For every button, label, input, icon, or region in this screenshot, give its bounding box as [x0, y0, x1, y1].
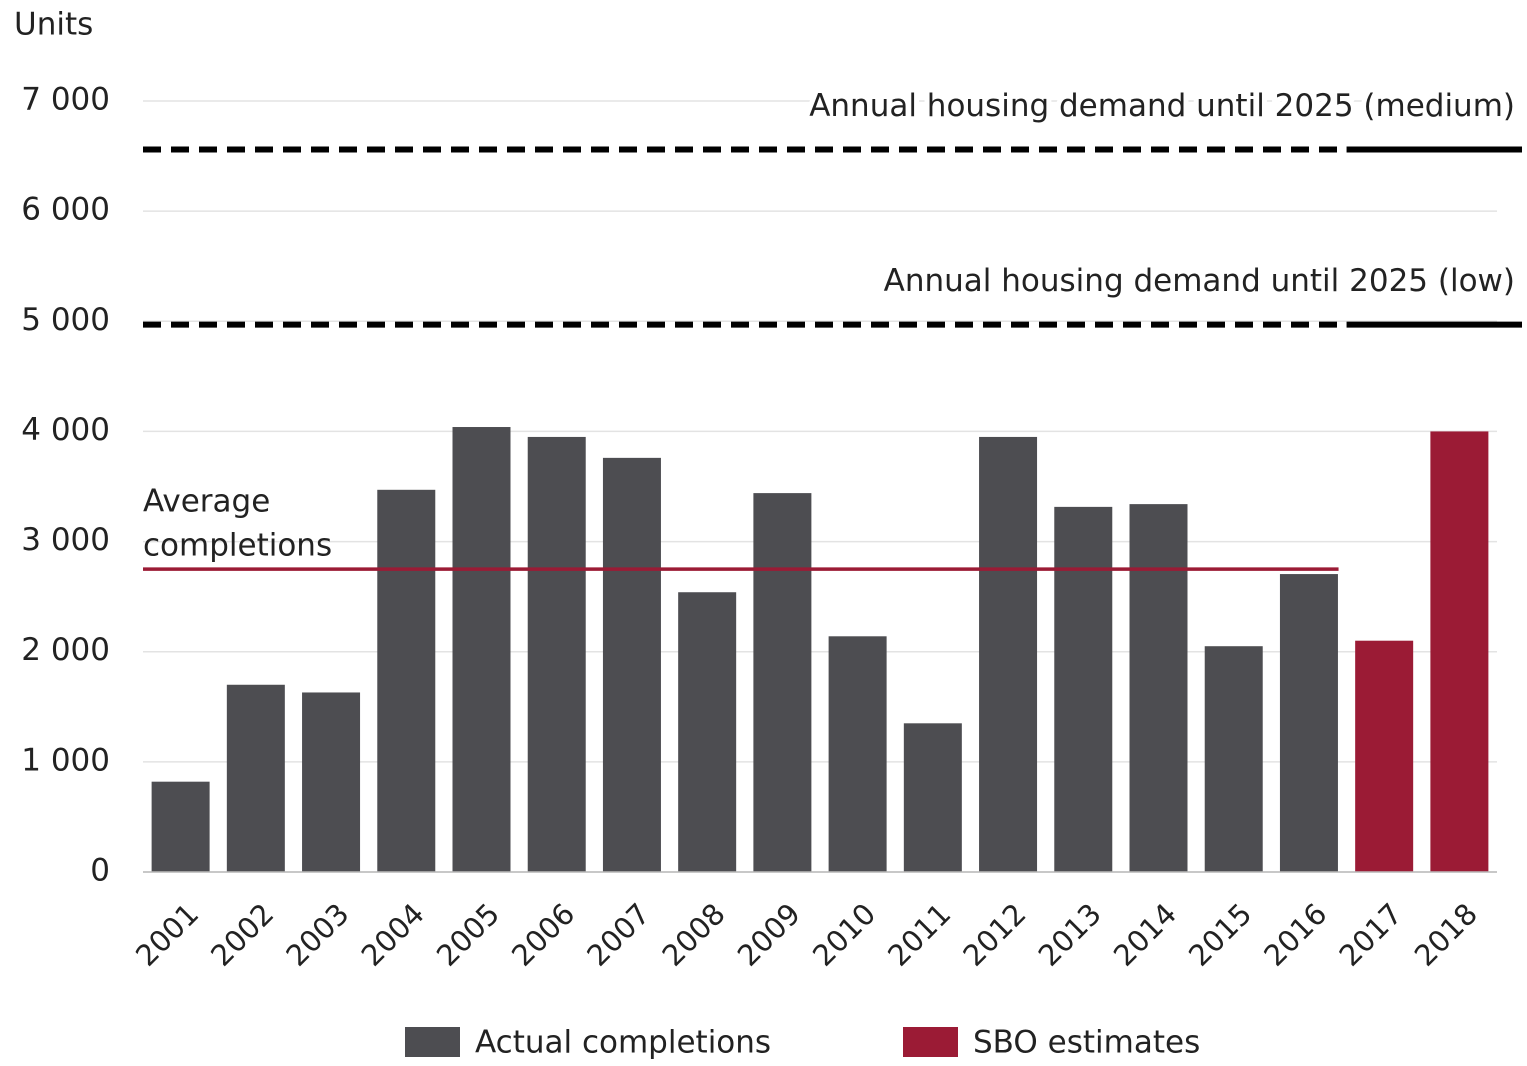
average-label: Average — [143, 484, 270, 520]
bar — [527, 436, 586, 872]
x-tick-label: 2013 — [1032, 897, 1108, 973]
bar — [678, 592, 737, 872]
legend-swatch — [405, 1027, 460, 1057]
x-tick-label: 2001 — [129, 897, 205, 973]
x-tick-label: 2002 — [204, 897, 280, 973]
reference-label: Annual housing demand until 2025 (medium… — [809, 88, 1515, 124]
y-tick-label: 7 000 — [21, 82, 110, 118]
bar — [1355, 640, 1414, 872]
y-tick-label: 4 000 — [21, 412, 110, 448]
bar — [1204, 646, 1263, 872]
y-tick-label: 6 000 — [21, 192, 110, 228]
x-tick-label: 2014 — [1107, 897, 1183, 973]
bar — [452, 427, 511, 872]
x-tick-label: 2006 — [505, 897, 581, 973]
bar — [903, 723, 962, 872]
x-tick-label: 2016 — [1257, 897, 1333, 973]
x-tick-label: 2007 — [580, 897, 656, 973]
reference-label: Annual housing demand until 2025 (low) — [884, 263, 1515, 299]
bar — [828, 636, 887, 872]
bar — [151, 781, 210, 872]
y-tick-label: 0 — [90, 853, 110, 889]
bar — [1129, 504, 1188, 872]
x-tick-label: 2008 — [656, 897, 732, 973]
x-tick-label: 2018 — [1408, 897, 1484, 973]
y-tick-label: 1 000 — [21, 742, 110, 778]
bar — [602, 457, 661, 872]
bar — [226, 684, 285, 872]
legend-swatch — [903, 1027, 958, 1057]
bar — [1279, 574, 1338, 872]
bar — [302, 692, 361, 872]
legend-label: Actual completions — [475, 1025, 771, 1061]
y-tick-label: 5 000 — [21, 302, 110, 338]
x-tick-label: 2005 — [430, 897, 506, 973]
bar — [1054, 506, 1113, 872]
y-axis-label: Units — [14, 7, 93, 43]
bar — [753, 493, 812, 872]
x-tick-label: 2017 — [1333, 897, 1409, 973]
x-tick-label: 2009 — [731, 897, 807, 973]
x-tick-label: 2015 — [1182, 897, 1258, 973]
y-tick-label: 2 000 — [21, 632, 110, 668]
x-tick-label: 2012 — [956, 897, 1032, 973]
x-tick-label: 2010 — [806, 897, 882, 973]
average-label: completions — [143, 528, 332, 564]
bar — [1430, 431, 1489, 872]
x-tick-label: 2003 — [279, 897, 355, 973]
x-tick-label: 2011 — [881, 897, 957, 973]
bar — [979, 436, 1038, 872]
y-tick-label: 3 000 — [21, 522, 110, 558]
x-tick-label: 2004 — [355, 897, 431, 973]
bar — [377, 489, 436, 872]
legend-label: SBO estimates — [973, 1025, 1200, 1061]
